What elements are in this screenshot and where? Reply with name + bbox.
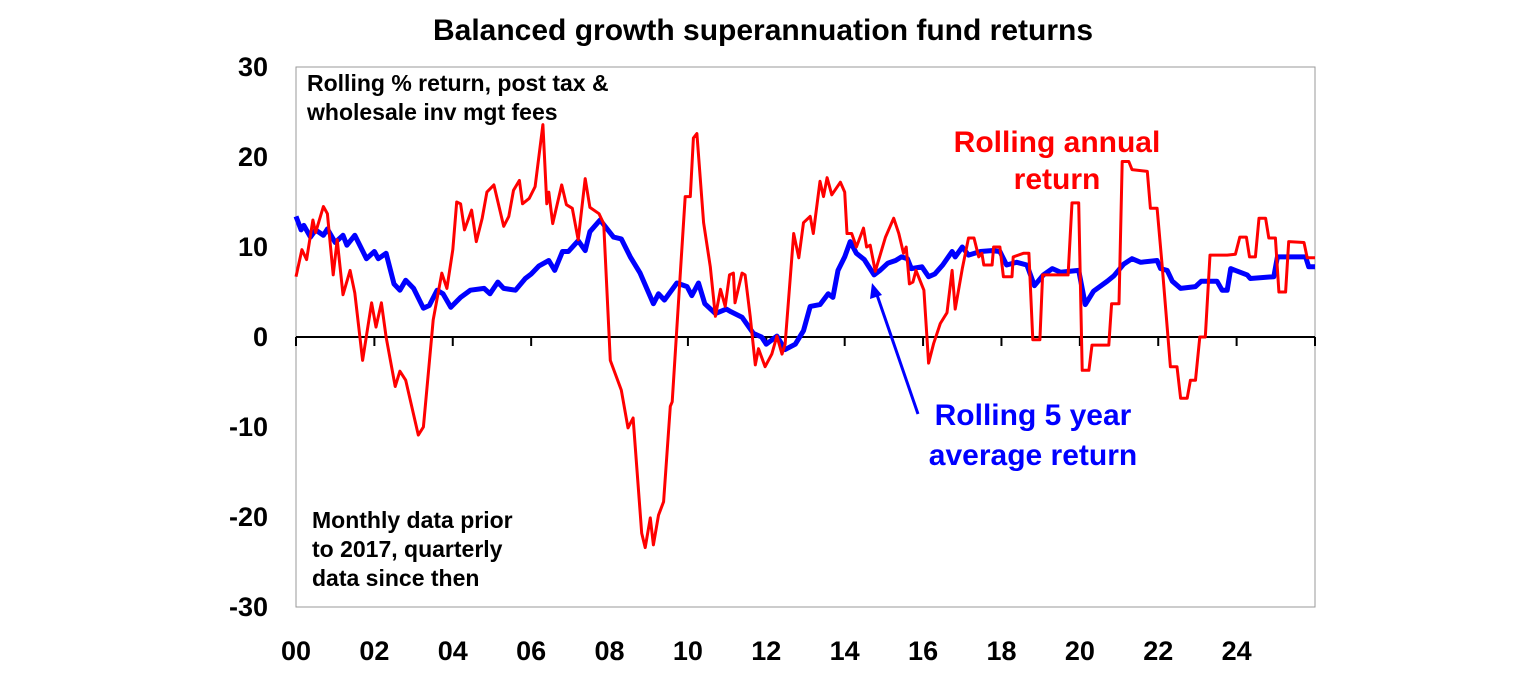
top-note: Rolling % return, post tax & wholesale i…	[307, 69, 609, 127]
x-tick-label: 10	[673, 636, 703, 666]
bottom-note-line: to 2017, quarterly	[312, 536, 503, 562]
x-tick-label: 16	[908, 636, 938, 666]
series-label-line: average return	[928, 439, 1138, 472]
series-label-5yr: Rolling 5 year average return	[903, 396, 1163, 476]
x-tick-label: 14	[830, 636, 860, 666]
series-label-annual: Rolling annual return	[937, 124, 1177, 198]
x-tick-label: 24	[1222, 636, 1252, 666]
bottom-note: Monthly data prior to 2017, quarterly da…	[312, 506, 513, 593]
y-tick-label: -30	[229, 592, 268, 622]
series-label-line: return	[1013, 163, 1101, 196]
annotation-arrow	[870, 283, 920, 415]
bottom-note-line: Monthly data prior	[312, 507, 513, 533]
x-tick-label: 12	[751, 636, 781, 666]
series-label-line: Rolling 5 year	[934, 399, 1132, 432]
y-tick-label: 30	[238, 52, 268, 82]
series-line-5yr-average	[293, 215, 1315, 353]
series-label-line: Rolling annual	[953, 126, 1161, 159]
bottom-note-line: data since then	[312, 565, 480, 591]
y-tick-label: -20	[229, 502, 268, 532]
chart-title: Balanced growth superannuation fund retu…	[432, 14, 1094, 47]
y-tick-label: 10	[238, 232, 268, 262]
x-tick-label: 18	[986, 636, 1016, 666]
x-tick-label: 02	[359, 636, 389, 666]
x-tick-label: 06	[516, 636, 546, 666]
x-tick-label: 20	[1065, 636, 1095, 666]
x-tick-label: 08	[595, 636, 625, 666]
x-tick-label: 04	[438, 636, 468, 666]
series-line-annual-return	[294, 123, 1315, 550]
y-tick-label: 0	[253, 322, 268, 352]
arrow-head-icon	[870, 283, 882, 299]
y-tick-label: -10	[229, 412, 268, 442]
x-tick-label: 22	[1143, 636, 1173, 666]
top-note-line: Rolling % return, post tax &	[307, 70, 609, 96]
x-tick-label: 00	[281, 636, 311, 666]
y-tick-label: 20	[238, 142, 268, 172]
top-note-line: wholesale inv mgt fees	[307, 99, 558, 125]
